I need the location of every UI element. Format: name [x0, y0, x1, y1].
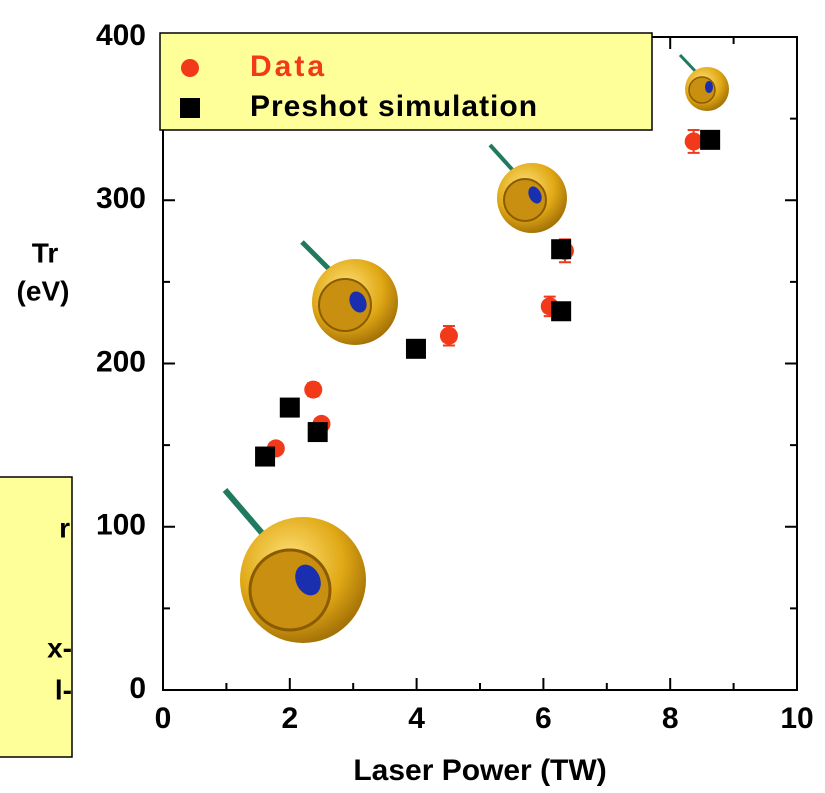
legend-marker: [181, 59, 199, 77]
legend-label: Preshot simulation: [250, 90, 538, 123]
y-axis-label: (eV): [17, 275, 70, 306]
y-tick-label: 0: [129, 672, 146, 705]
sim-point: [551, 301, 572, 322]
sim-point: [307, 422, 328, 443]
x-axis-label: Laser Power (TW): [353, 754, 606, 787]
y-axis-label: Tr: [32, 237, 59, 268]
data-point: [684, 132, 703, 151]
sim-point: [700, 129, 721, 150]
y-tick-label: 200: [96, 345, 146, 378]
x-tick-label: 2: [281, 702, 298, 735]
sim-point: [551, 239, 572, 260]
data-point: [304, 380, 323, 399]
x-tick-label: 10: [780, 702, 813, 735]
x-tick-label: 6: [535, 702, 552, 735]
legend-label: Data: [250, 50, 327, 83]
y-tick-label: 400: [96, 19, 146, 52]
side-note-box: [0, 476, 73, 758]
y-tick-label: 100: [96, 509, 146, 542]
side-note: x-: [47, 632, 72, 663]
sim-point: [405, 338, 426, 359]
legend-box: [159, 32, 653, 131]
hohlraum-pictures: [222, 53, 729, 643]
data-point: [439, 326, 458, 345]
side-note: l-: [55, 674, 72, 705]
sim-point: [255, 446, 276, 467]
x-tick-label: 8: [662, 702, 679, 735]
side-note: r: [59, 512, 70, 543]
sim-point: [279, 397, 300, 418]
legend-marker: [180, 98, 200, 118]
y-tick-label: 300: [96, 182, 146, 215]
x-tick-label: 0: [155, 702, 172, 735]
x-tick-label: 4: [408, 702, 425, 735]
